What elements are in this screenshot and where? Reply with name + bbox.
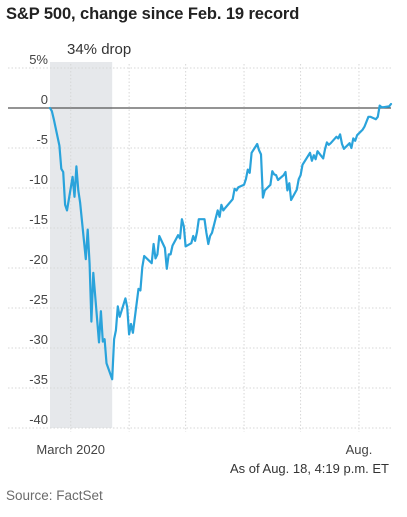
- line-chart: 34% drop 5% 0 -5 -10 -15 -20 -25 -30 -35 -40 March …: [8, 41, 393, 457]
- sp500-series-line: [48, 102, 393, 381]
- drop-shaded-region: [50, 62, 113, 428]
- x-tick-label: March 2020: [36, 442, 105, 457]
- x-tick-label: Aug.: [346, 442, 373, 457]
- y-tick-label: -20: [29, 252, 48, 267]
- source-credit: Source: FactSet: [6, 488, 103, 503]
- y-tick-label: -30: [29, 332, 48, 347]
- chart-title: S&P 500, change since Feb. 19 record: [6, 5, 300, 23]
- y-tick-label: -10: [29, 172, 48, 187]
- y-tick-label: -35: [29, 372, 48, 387]
- y-tick-label: -40: [29, 412, 48, 427]
- y-tick-label: 0: [41, 92, 48, 107]
- y-tick-label: -5: [36, 132, 48, 147]
- y-tick-label: -25: [29, 292, 48, 307]
- y-tick-label: -15: [29, 212, 48, 227]
- y-tick-label: 5%: [29, 52, 48, 67]
- drop-annotation: 34% drop: [67, 41, 131, 58]
- timestamp-note: As of Aug. 18, 4:19 p.m. ET: [230, 461, 389, 476]
